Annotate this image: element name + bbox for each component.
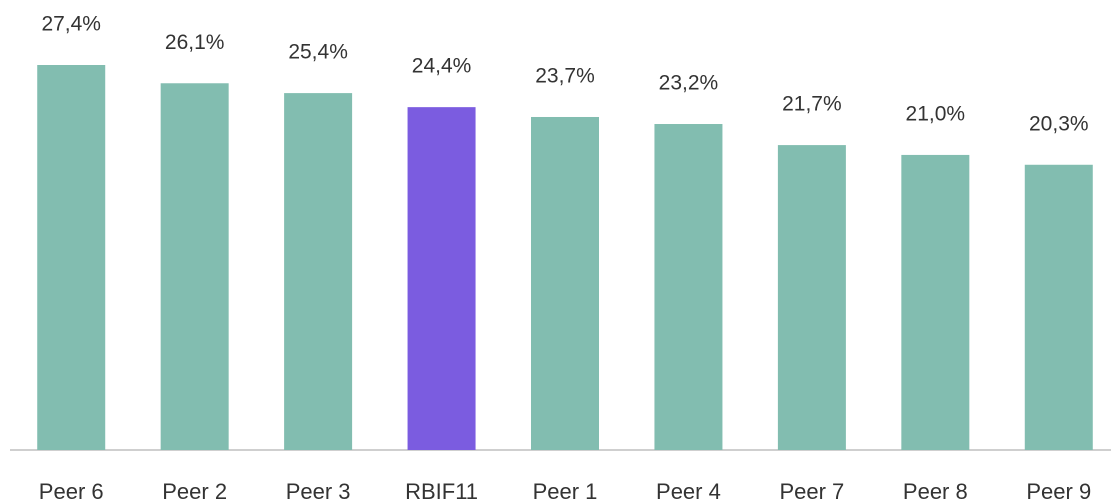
- value-label: 24,4%: [412, 55, 472, 78]
- value-label: 23,7%: [535, 65, 595, 88]
- bar: [37, 65, 106, 450]
- x-tick-label: Peer 9: [1026, 479, 1091, 503]
- value-label: 27,4%: [41, 13, 101, 36]
- x-tick-label: RBIF11: [405, 479, 478, 503]
- bar: [531, 116, 599, 451]
- value-label: 21,7%: [782, 93, 842, 116]
- x-tick-label: Peer 7: [779, 479, 844, 503]
- x-tick-label: Peer 3: [286, 479, 351, 503]
- bar: [777, 145, 846, 450]
- x-tick-label: Peer 6: [39, 479, 104, 503]
- value-label: 26,1%: [165, 31, 225, 54]
- value-label: 25,4%: [288, 41, 348, 64]
- bar: [901, 154, 970, 450]
- bar: [1024, 164, 1093, 451]
- x-tick-label: Peer 2: [162, 479, 227, 503]
- bar: [284, 93, 353, 451]
- value-label: 23,2%: [659, 72, 719, 95]
- value-label: 20,3%: [1029, 112, 1089, 135]
- x-tick-label: Peer 4: [656, 479, 721, 503]
- x-tick-label: Peer 8: [903, 479, 968, 503]
- bar: [160, 83, 229, 451]
- x-tick-label: Peer 1: [533, 479, 598, 503]
- bar: [654, 124, 723, 451]
- bar: [407, 107, 476, 450]
- value-label: 21,0%: [906, 102, 966, 125]
